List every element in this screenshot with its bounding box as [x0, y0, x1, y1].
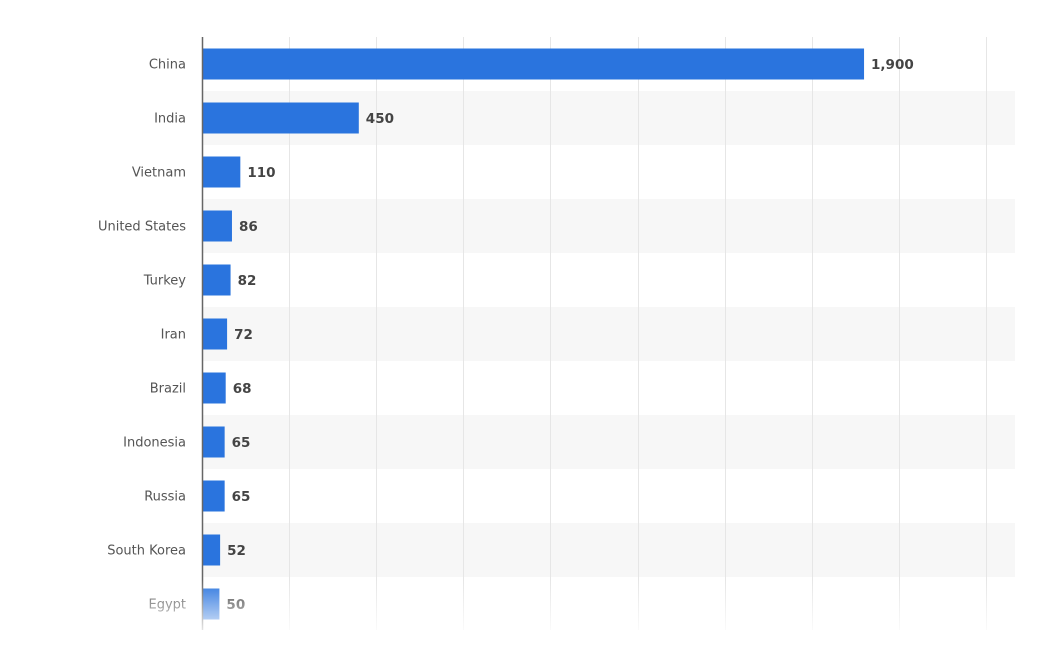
value-label: 82 — [238, 273, 257, 289]
value-label: 86 — [239, 219, 258, 235]
category-label: Iran — [161, 328, 186, 343]
row-band — [202, 415, 1015, 469]
category-label: Vietnam — [132, 166, 186, 181]
value-label: 68 — [233, 381, 252, 397]
bar-iran — [202, 318, 228, 350]
value-label: 110 — [247, 165, 275, 181]
bottom-fade — [0, 580, 1041, 632]
category-label: Russia — [144, 490, 186, 505]
value-label: 65 — [232, 435, 251, 451]
bar-turkey — [202, 264, 231, 296]
category-label: Indonesia — [123, 436, 186, 451]
bar-india — [202, 102, 359, 134]
bar-brazil — [202, 372, 226, 404]
value-label: 1,900 — [871, 57, 914, 73]
value-label: 52 — [227, 543, 246, 559]
row-band — [202, 523, 1015, 577]
bar-russia — [202, 480, 225, 512]
category-label: Turkey — [143, 274, 187, 289]
bar-south-korea — [202, 534, 221, 566]
row-band — [202, 307, 1015, 361]
category-label: South Korea — [107, 544, 186, 559]
value-label: 450 — [366, 111, 394, 127]
bar-vietnam — [202, 156, 241, 188]
value-label: 72 — [234, 327, 253, 343]
category-label: United States — [98, 220, 186, 235]
category-label: China — [149, 58, 186, 73]
category-label: Brazil — [150, 382, 186, 397]
category-label: India — [154, 112, 186, 127]
bar-china — [202, 48, 865, 80]
row-band — [202, 199, 1015, 253]
bar-indonesia — [202, 426, 225, 458]
bar-united-states — [202, 210, 232, 242]
value-label: 65 — [232, 489, 251, 505]
